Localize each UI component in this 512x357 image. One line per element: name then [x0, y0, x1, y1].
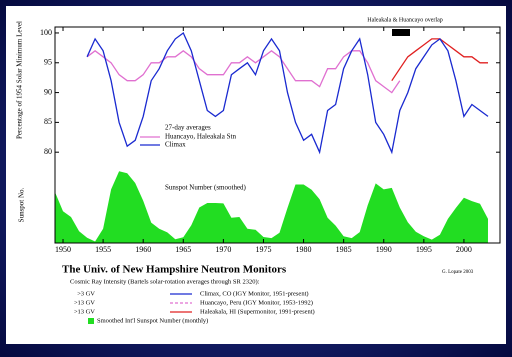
- legend-label: Huancayo, Haleakala Stn: [165, 133, 236, 141]
- series-line: [86, 31, 489, 155]
- cutoff: >13 GV: [74, 308, 95, 315]
- row-text: Haleakala, HI (Supermonitor, 1991-presen…: [200, 308, 315, 315]
- legend-swatch: [88, 318, 94, 324]
- row-text: Climax, CO (IGY Monitor, 1951-present): [200, 290, 309, 297]
- x-tick-label: 1990: [376, 245, 392, 254]
- y-tick-label: 85: [44, 117, 52, 126]
- x-tick-label: 1965: [175, 245, 191, 254]
- x-tick-label: 1960: [135, 245, 151, 254]
- x-tick-label: 1970: [215, 245, 231, 254]
- x-tick-label: 1995: [416, 245, 432, 254]
- overlap-marker: [392, 29, 410, 36]
- x-tick-label: 1985: [336, 245, 352, 254]
- x-tick-label: 1950: [55, 245, 71, 254]
- legend-title: 27-day averages: [165, 124, 211, 132]
- row-text: Huancayo, Peru (IGY Monitor, 1953-1992): [200, 299, 313, 306]
- area-label: Sunspot Number (smoothed): [165, 184, 247, 192]
- row-text: Smoothed Int'l Sunspot Number (monthly): [97, 317, 208, 324]
- series-line: [86, 49, 401, 94]
- sunspot-area: [55, 171, 488, 243]
- plot-frame: [54, 26, 501, 244]
- footer-subtitle: Cosmic Ray Intensity (Bartels solar-rota…: [70, 278, 260, 285]
- x-tick-label: 2000: [456, 245, 472, 254]
- credit: G. Lopate 2003: [442, 270, 474, 275]
- y-label: Percentage of 1954 Solar Minimum Level: [16, 21, 24, 139]
- y-label: Sunspot No.: [18, 187, 26, 222]
- cutoff: >13 GV: [74, 299, 95, 306]
- x-tick-label: 1975: [255, 245, 271, 254]
- cutoff: >3 GV: [77, 290, 95, 297]
- legend-label: Climax: [165, 141, 186, 149]
- footer-title: The Univ. of New Hampshire Neutron Monit…: [62, 264, 287, 276]
- y-tick-label: 100: [40, 28, 52, 37]
- x-tick-label: 1980: [296, 245, 312, 254]
- y-tick-label: 95: [44, 58, 52, 67]
- x-tick-label: 1955: [95, 245, 111, 254]
- y-tick-label: 90: [44, 87, 52, 96]
- annotation: Haleakala & Huancayo overlap: [367, 17, 442, 23]
- y-tick-label: 80: [44, 147, 52, 156]
